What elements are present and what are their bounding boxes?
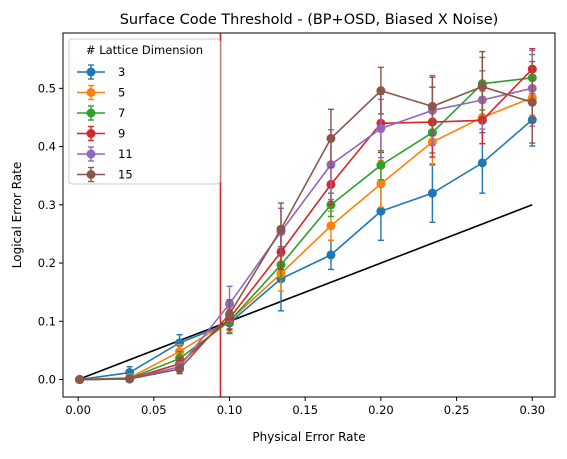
data-point [326,250,336,260]
legend-title: # Lattice Dimension [86,43,203,57]
data-point [276,224,286,234]
legend-swatch-marker [86,67,96,77]
legend-box [68,38,221,185]
x-tick-label: 0.30 [519,403,545,417]
x-tick-label: 0.25 [444,403,470,417]
legend-label: 11 [118,147,133,161]
chart-title: Surface Code Threshold - (BP+OSD, Biased… [120,12,499,28]
legend-entry-11: 11 [77,146,133,162]
legend-swatch-marker [86,149,96,159]
plot-area: 0.00 0.05 0.10 0.15 0.20 0.25 0.30 0.0 0.1 0.2 0.3… [38,32,556,417]
data-point [477,82,487,92]
x-tick-label: 0.15 [292,403,318,417]
legend-entry-3: 3 [77,64,125,80]
series-line [79,85,533,381]
x-tick-label: 0.05 [141,403,167,417]
series-line [79,68,533,381]
legend-label: 15 [118,168,133,182]
legend-label: 7 [118,106,125,120]
series-line [79,77,533,381]
legend-entry-15: 15 [77,166,133,183]
data-point [477,158,487,168]
axes-frame [62,32,556,398]
data-point [376,160,386,170]
data-point [376,124,386,134]
data-point [75,375,85,385]
y-tick-label: 0.4 [38,140,56,154]
data-point [326,133,336,143]
data-point [376,206,386,216]
legend-label: 9 [118,127,125,141]
y-tick-label: 0.0 [38,373,56,387]
axis-ticks: 0.00 0.05 0.10 0.15 0.20 0.25 0.30 0.0 0.1 0.2 0.3… [38,81,545,417]
series-line [79,96,533,381]
legend-swatch-marker [86,108,96,118]
data-point [427,101,437,111]
x-axis-label: Physical Error Rate [252,430,365,444]
series-line [79,87,533,381]
y-tick-label: 0.2 [38,256,56,270]
x-tick-label: 0.10 [217,403,243,417]
data-point [125,374,135,384]
data-point [376,86,386,96]
data-point [175,364,185,374]
legend-entry-5: 5 [77,84,125,101]
x-tick-label: 0.00 [65,403,91,417]
plot-content [75,33,537,397]
legend-entry-9: 9 [77,125,125,142]
legend-label: 3 [118,65,125,79]
y-tick-label: 0.1 [38,314,56,328]
legend-entry-7: 7 [77,105,125,121]
data-point [326,221,336,231]
legend-label: 5 [118,86,125,100]
data-point [527,97,537,107]
legend-swatch-marker [86,170,96,179]
y-tick-label: 0.5 [38,81,56,95]
legend-swatch-marker [86,129,96,138]
reference-line [79,204,533,380]
series-15 [75,50,537,385]
legend-swatch-marker [86,88,96,97]
data-point [376,179,386,189]
data-point [427,188,437,198]
y-axis-label: Logical Error Rate [10,162,24,268]
data-point [225,309,235,319]
legend: # Lattice Dimension 3 5 7 9 11 15 [68,38,221,185]
series-line [79,119,533,381]
x-tick-label: 0.20 [368,403,394,417]
y-tick-label: 0.3 [38,198,56,212]
